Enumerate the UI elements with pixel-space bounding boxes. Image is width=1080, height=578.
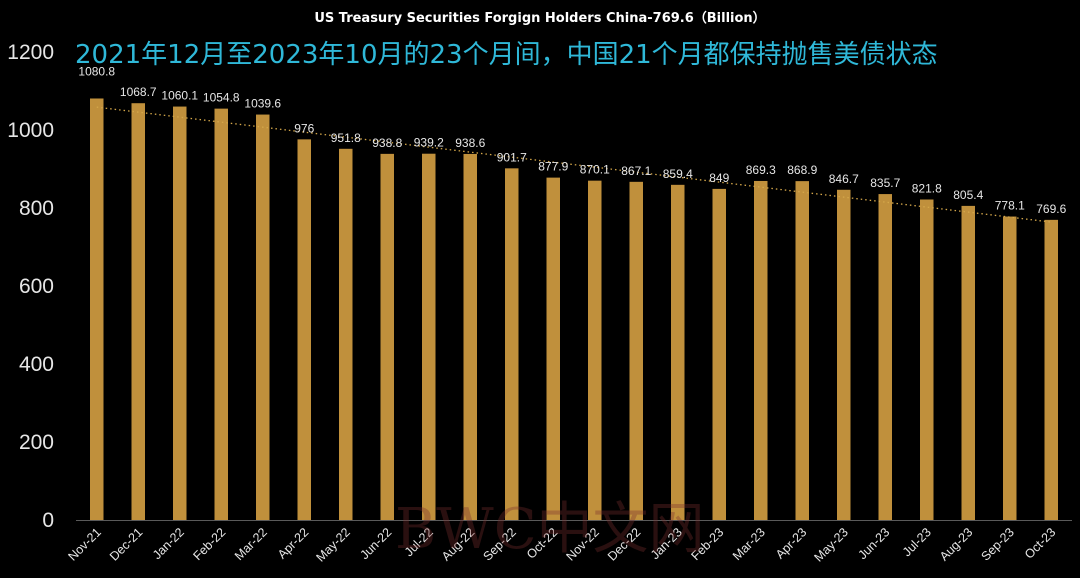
bar	[256, 114, 270, 520]
data-label: 835.7	[870, 176, 900, 190]
bar	[380, 153, 394, 520]
data-label: 938.6	[455, 136, 485, 150]
bar	[588, 180, 602, 520]
data-label: 778.1	[995, 199, 1025, 213]
bar	[961, 205, 975, 520]
data-label: 867.1	[621, 164, 651, 178]
y-tick-label: 400	[19, 353, 54, 376]
watermark: BWC中文网	[395, 497, 705, 562]
data-label: 1060.1	[161, 89, 198, 103]
data-label: 901.7	[497, 150, 527, 164]
data-label: 870.1	[580, 163, 610, 177]
bar	[297, 139, 311, 521]
bar	[546, 177, 560, 520]
bar	[712, 188, 726, 520]
bar	[422, 153, 436, 520]
bar	[920, 199, 934, 520]
data-label: 868.9	[787, 163, 817, 177]
data-label: 938.8	[372, 136, 402, 150]
data-label: 976	[294, 121, 314, 135]
bar	[837, 189, 851, 521]
bar	[505, 168, 519, 520]
data-label: 846.7	[829, 172, 859, 186]
bar	[878, 194, 892, 520]
data-label: 1054.8	[203, 91, 240, 105]
data-label: 939.2	[414, 136, 444, 150]
bar	[629, 181, 643, 520]
data-label: 1039.6	[244, 97, 281, 111]
bar	[339, 148, 353, 521]
trendline	[96, 106, 1052, 223]
bar	[173, 106, 187, 520]
y-tick-label: 800	[19, 197, 54, 220]
y-axis: 0 200 400 600 800 1000 1200	[7, 41, 54, 532]
data-label: 1068.7	[120, 85, 157, 99]
bar	[1003, 216, 1017, 521]
y-tick-label: 200	[19, 431, 54, 454]
chart-title: US Treasury Securities Forgign Holders C…	[314, 10, 765, 26]
data-label: 877.9	[538, 160, 568, 174]
bar	[795, 181, 809, 520]
bar	[214, 108, 228, 520]
bar	[754, 180, 768, 520]
bar	[1044, 219, 1058, 521]
y-tick-label: 1000	[7, 119, 54, 142]
data-label: 805.4	[953, 188, 983, 202]
data-label: 769.6	[1036, 202, 1066, 216]
data-label: 869.3	[746, 163, 776, 177]
bars	[90, 98, 1058, 521]
data-label: 1080.8	[78, 64, 115, 78]
data-label: 859.4	[663, 167, 693, 181]
y-tick-label: 0	[42, 509, 54, 532]
data-label: 849	[709, 171, 729, 185]
bar	[671, 184, 685, 520]
bar	[131, 103, 145, 521]
data-labels: 1080.8 1068.7 1060.1 1054.8 1039.6 976 951.8 93…	[78, 64, 1066, 215]
y-tick-label: 1200	[7, 41, 54, 64]
data-label: 821.8	[912, 182, 942, 196]
bar	[90, 98, 104, 521]
chart-subtitle: 2021年12月至2023年10月的23个月间，中国21个月都保持抛售美债状态	[75, 40, 938, 70]
data-label: 951.8	[331, 131, 361, 145]
y-tick-label: 600	[19, 275, 54, 298]
bar	[463, 153, 477, 520]
